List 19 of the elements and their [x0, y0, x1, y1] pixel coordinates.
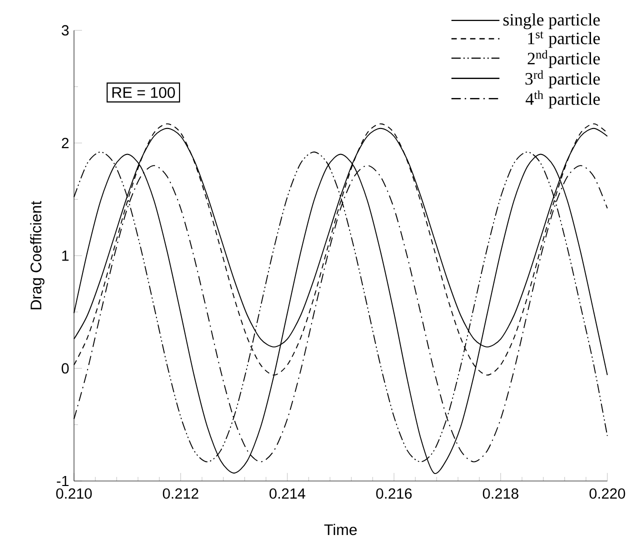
- annotation: RE = 100: [112, 87, 175, 98]
- x-axis-title: Time: [324, 524, 357, 536]
- x-tick-label: 0.214: [270, 488, 306, 499]
- legend-label: 3$^{rd}$ particle: [525, 70, 600, 88]
- y-tick-label: -1: [56, 476, 69, 486]
- y-tick-label: 1: [62, 250, 69, 261]
- legend-label: single particle: [503, 13, 600, 30]
- y-tick-label: 2: [62, 138, 69, 148]
- legend-label: 4$^{th}$ particle: [526, 90, 600, 108]
- x-tick-label: 0.212: [162, 488, 198, 499]
- x-tick-label: 0.210: [56, 488, 92, 499]
- legend-label: 2$^{nd}$particle: [528, 50, 600, 68]
- x-tick-label: 0.218: [482, 488, 518, 499]
- legend-label: 1$^{st}$ particle: [528, 31, 600, 48]
- y-tick-label: 3: [62, 25, 69, 36]
- x-tick-label: 0.220: [590, 488, 626, 499]
- y-axis-title: Drag Coefficient: [30, 200, 44, 310]
- y-tick-label: 0: [62, 363, 69, 374]
- x-tick-label: 0.216: [376, 488, 412, 499]
